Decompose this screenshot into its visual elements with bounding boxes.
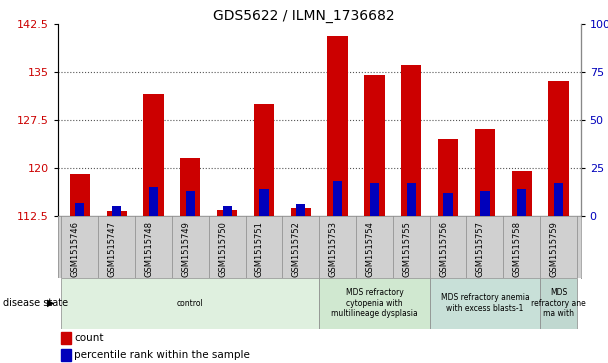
Bar <box>61 349 71 361</box>
Bar <box>61 278 319 329</box>
Text: GSM1515749: GSM1515749 <box>181 221 190 277</box>
Bar <box>291 208 311 216</box>
Text: GSM1515757: GSM1515757 <box>476 221 485 277</box>
Bar <box>554 183 563 216</box>
Bar <box>517 189 527 216</box>
Bar <box>540 278 577 329</box>
Bar <box>296 204 305 216</box>
Bar <box>511 171 532 216</box>
Bar <box>333 182 342 216</box>
Bar <box>438 139 458 216</box>
Bar <box>106 212 127 216</box>
Bar <box>319 278 430 329</box>
Text: GSM1515755: GSM1515755 <box>402 221 411 277</box>
Bar <box>430 278 540 329</box>
Bar <box>75 203 85 216</box>
Text: GSM1515747: GSM1515747 <box>108 221 117 277</box>
Text: percentile rank within the sample: percentile rank within the sample <box>74 350 250 360</box>
Text: GSM1515756: GSM1515756 <box>439 221 448 277</box>
Text: GSM1515758: GSM1515758 <box>513 221 522 277</box>
Bar <box>370 183 379 216</box>
Bar <box>443 193 453 216</box>
Bar <box>475 130 495 216</box>
Bar <box>185 191 195 216</box>
Bar <box>364 75 384 216</box>
Bar <box>112 206 121 216</box>
Text: GSM1515751: GSM1515751 <box>255 221 264 277</box>
Bar <box>480 191 489 216</box>
Text: MDS refractory
cytopenia with
multilineage dysplasia: MDS refractory cytopenia with multilinea… <box>331 288 418 318</box>
Text: GSM1515746: GSM1515746 <box>71 221 80 277</box>
Text: GSM1515750: GSM1515750 <box>218 221 227 277</box>
Text: GSM1515754: GSM1515754 <box>365 221 375 277</box>
Bar <box>407 183 416 216</box>
Text: control: control <box>177 299 204 307</box>
Bar <box>70 174 90 216</box>
Bar <box>149 187 158 216</box>
Text: MDS refractory anemia
with excess blasts-1: MDS refractory anemia with excess blasts… <box>441 293 530 313</box>
Text: count: count <box>74 333 104 343</box>
Bar <box>548 81 568 216</box>
Text: disease state: disease state <box>3 298 68 308</box>
Bar <box>61 332 71 344</box>
Text: GSM1515759: GSM1515759 <box>550 221 559 277</box>
Bar <box>217 209 237 216</box>
Bar <box>328 36 348 216</box>
Bar <box>223 206 232 216</box>
Text: GSM1515748: GSM1515748 <box>145 221 153 277</box>
Bar <box>254 104 274 216</box>
Text: GDS5622 / ILMN_1736682: GDS5622 / ILMN_1736682 <box>213 9 395 23</box>
Text: GSM1515752: GSM1515752 <box>292 221 301 277</box>
Text: MDS
refractory ane
ma with: MDS refractory ane ma with <box>531 288 586 318</box>
Bar <box>143 94 164 216</box>
Text: GSM1515753: GSM1515753 <box>328 221 337 277</box>
Bar <box>260 189 269 216</box>
Bar <box>401 65 421 216</box>
Text: ▶: ▶ <box>47 298 55 308</box>
Bar <box>180 158 201 216</box>
